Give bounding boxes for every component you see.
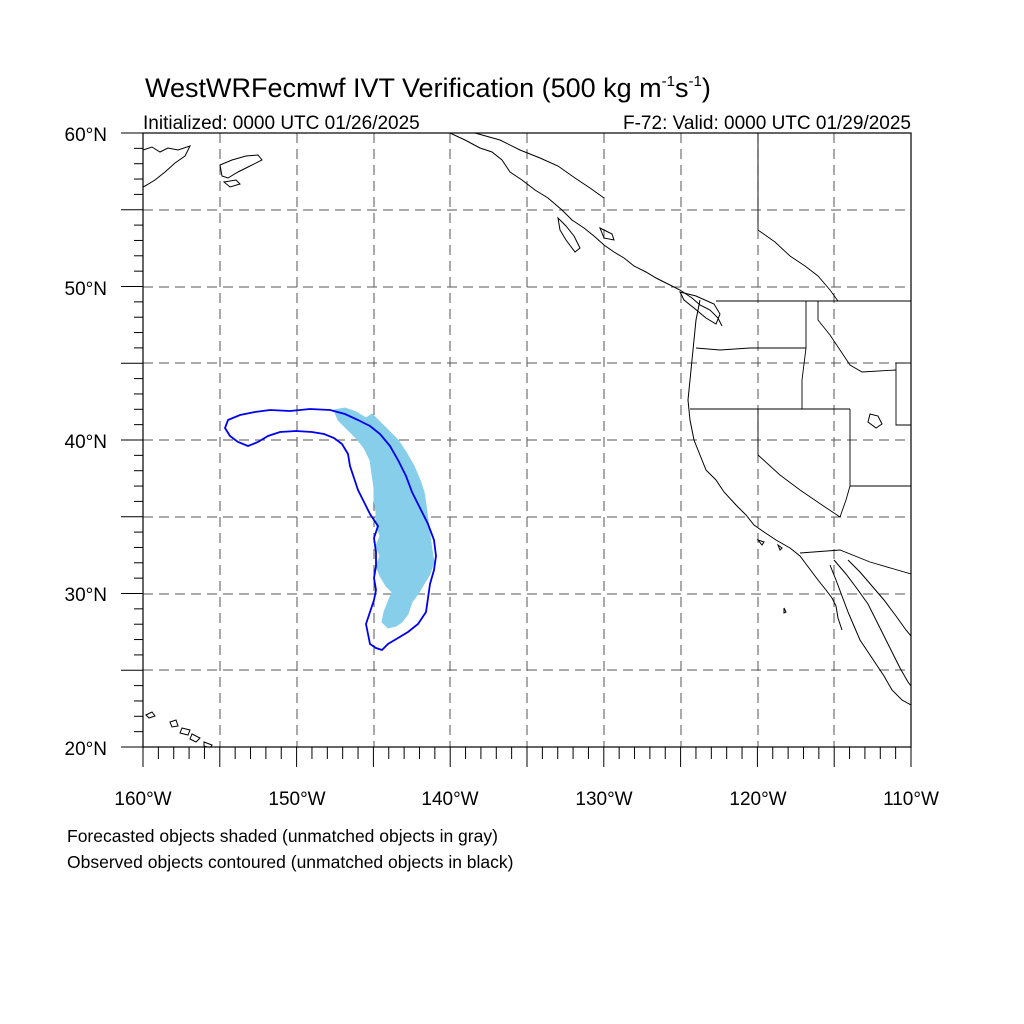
california-nevada-border [757,409,841,518]
us-west-coastline [687,299,843,631]
lat-label-20n: 20°N [65,739,107,760]
lat-label-40n: 40°N [65,432,107,453]
forecast-legend-note: Forecasted objects shaded (unmatched obj… [67,826,498,846]
axis-ticks [121,132,912,767]
lon-label-150w: 150°W [268,789,325,810]
forecast-ivt-object [333,407,435,629]
lat-label-30n: 30°N [65,585,107,606]
lon-label-110w: 110°W [883,789,939,810]
valid-time-label: F-72: Valid: 0000 UTC 01/29/2025 [623,113,911,134]
alaska-coastline-west [143,145,191,188]
lon-label-130w: 130°W [575,789,632,810]
longitude-labels: 160°W 150°W 140°W 130°W 120°W 110°W [114,789,939,810]
latitude-labels: 60°N 50°N 40°N 30°N 20°N [65,125,107,760]
coastlines [143,133,911,747]
graticule-grid [143,133,911,747]
hawaii-islands [145,711,213,747]
bc-alaska-coastline [449,133,723,327]
lon-label-160w: 160°W [114,789,171,810]
us-mexico-border [799,549,911,575]
lat-label-50n: 50°N [65,279,107,300]
observed-legend-note: Observed objects contoured (unmatched ob… [67,852,514,872]
observed-ivt-contour [224,408,437,652]
map-panel [121,132,912,767]
political-boundaries [690,133,911,575]
lat-label-60n: 60°N [65,125,107,146]
lon-label-140w: 140°W [421,789,478,810]
lon-label-120w: 120°W [729,789,786,810]
map-title: WestWRFecmwf IVT Verification (500 kg m-… [145,73,711,103]
initialized-time-label: Initialized: 0000 UTC 01/26/2025 [143,113,420,134]
baja-peninsula-coastline [833,559,911,687]
